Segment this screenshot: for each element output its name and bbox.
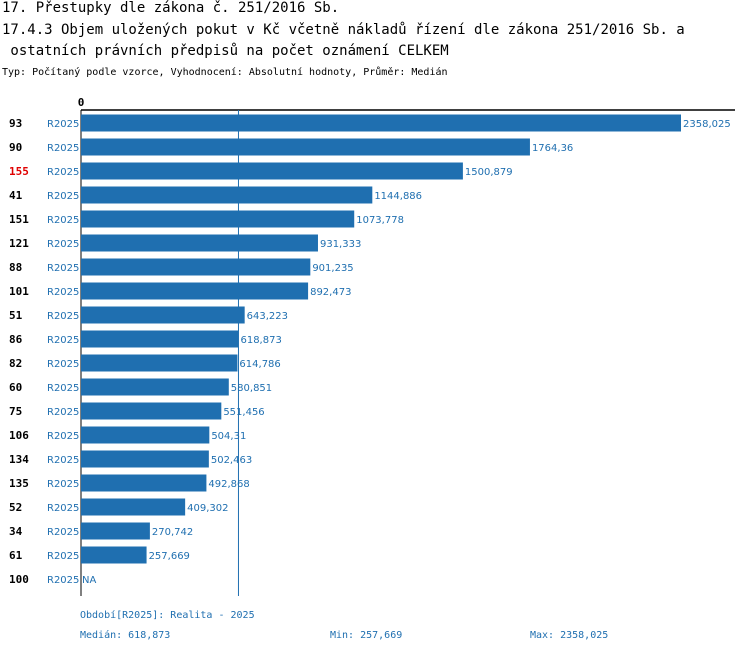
footer-median: Medián: 618,873 bbox=[80, 630, 171, 641]
row-period-label: R2025 bbox=[47, 383, 79, 394]
row-period-label: R2025 bbox=[47, 311, 79, 322]
row-id-label: 101 bbox=[9, 285, 29, 298]
row-period-label: R2025 bbox=[47, 359, 79, 370]
row-id-label: 93 bbox=[9, 117, 22, 130]
bar-value-label: 2358,025 bbox=[683, 119, 731, 130]
bar bbox=[81, 450, 209, 468]
bar-value-label: 643,223 bbox=[247, 311, 288, 322]
bar-value-label: 580,851 bbox=[231, 383, 272, 394]
row-id-label: 135 bbox=[9, 477, 29, 490]
bar-value-label: 931,333 bbox=[320, 239, 361, 250]
chart-subtitle: Typ: Počítaný podle vzorce, Vyhodnocení:… bbox=[2, 67, 448, 78]
bar bbox=[81, 138, 530, 156]
row-period-label: R2025 bbox=[47, 239, 79, 250]
bar bbox=[81, 354, 238, 372]
row-period-label: R2025 bbox=[47, 167, 79, 178]
row-period-label: R2025 bbox=[47, 431, 79, 442]
bar bbox=[81, 426, 210, 444]
row-period-label: R2025 bbox=[47, 455, 79, 466]
row-period-label: R2025 bbox=[47, 407, 79, 418]
bar bbox=[81, 258, 311, 276]
row-id-label: 155 bbox=[9, 165, 29, 178]
bar bbox=[81, 114, 681, 132]
footer-period-info: Období[R2025]: Realita - 2025 bbox=[80, 610, 255, 621]
row-id-label: 41 bbox=[9, 189, 23, 202]
chart-title-line-3: ostatních právních předpisů na počet ozn… bbox=[2, 43, 449, 59]
row-id-label: 60 bbox=[9, 381, 22, 394]
bar-value-label: NA bbox=[82, 575, 96, 586]
bar-value-label: 1764,36 bbox=[532, 143, 573, 154]
row-period-label: R2025 bbox=[47, 551, 79, 562]
row-id-label: 51 bbox=[9, 309, 23, 322]
chart-title-line-2: 17.4.3 Objem uložených pokut v Kč včetně… bbox=[2, 22, 685, 38]
bar-value-label: 1144,886 bbox=[374, 191, 422, 202]
row-id-label: 61 bbox=[9, 549, 23, 562]
bar-value-label: 551,456 bbox=[223, 407, 264, 418]
bar bbox=[81, 234, 318, 252]
row-period-label: R2025 bbox=[47, 191, 79, 202]
x-axis-zero-label: 0 bbox=[78, 96, 85, 109]
row-period-label: R2025 bbox=[47, 143, 79, 154]
bar bbox=[81, 306, 245, 324]
bar bbox=[81, 402, 222, 420]
bar-value-label: 257,669 bbox=[149, 551, 190, 562]
row-id-label: 90 bbox=[9, 141, 22, 154]
bar bbox=[81, 210, 355, 228]
row-id-label: 86 bbox=[9, 333, 23, 346]
bar-value-label: 1500,879 bbox=[465, 167, 513, 178]
row-period-label: R2025 bbox=[47, 215, 79, 226]
row-id-label: 121 bbox=[9, 237, 29, 250]
bar bbox=[81, 546, 147, 564]
footer-min: Min: 257,669 bbox=[330, 630, 403, 641]
row-id-label: 88 bbox=[9, 261, 22, 274]
footer-max: Max: 2358,025 bbox=[530, 630, 609, 641]
row-period-label: R2025 bbox=[47, 119, 79, 130]
bar-value-label: 892,473 bbox=[310, 287, 351, 298]
bar bbox=[81, 162, 463, 180]
row-period-label: R2025 bbox=[47, 335, 79, 346]
row-id-label: 100 bbox=[9, 573, 29, 586]
bar-value-label: 901,235 bbox=[312, 263, 353, 274]
bar-value-label: 502,463 bbox=[211, 455, 252, 466]
row-period-label: R2025 bbox=[47, 479, 79, 490]
chart-title-line-1: 17. Přestupky dle zákona č. 251/2016 Sb. bbox=[2, 0, 340, 16]
bar-value-label: 270,742 bbox=[152, 527, 193, 538]
row-id-label: 52 bbox=[9, 501, 22, 514]
bar-value-label: 492,868 bbox=[208, 479, 249, 490]
row-period-label: R2025 bbox=[47, 263, 79, 274]
bar-value-label: 504,31 bbox=[211, 431, 246, 442]
bar bbox=[81, 474, 207, 492]
row-id-label: 106 bbox=[9, 429, 29, 442]
bar bbox=[81, 522, 150, 540]
bar bbox=[81, 330, 239, 348]
bar-value-label: 618,873 bbox=[240, 335, 281, 346]
bar-value-label: 409,302 bbox=[187, 503, 228, 514]
bar bbox=[81, 186, 373, 204]
bar-value-label: 1073,778 bbox=[356, 215, 404, 226]
row-period-label: R2025 bbox=[47, 503, 79, 514]
row-id-label: 151 bbox=[9, 213, 29, 226]
row-period-label: R2025 bbox=[47, 575, 79, 586]
row-period-label: R2025 bbox=[47, 527, 79, 538]
bar bbox=[81, 282, 309, 300]
row-period-label: R2025 bbox=[47, 287, 79, 298]
row-id-label: 34 bbox=[9, 525, 23, 538]
bar bbox=[81, 498, 186, 516]
bar-value-label: 614,786 bbox=[239, 359, 280, 370]
bar bbox=[81, 378, 229, 396]
row-id-label: 134 bbox=[9, 453, 29, 466]
row-id-label: 75 bbox=[9, 405, 22, 418]
row-id-label: 82 bbox=[9, 357, 22, 370]
